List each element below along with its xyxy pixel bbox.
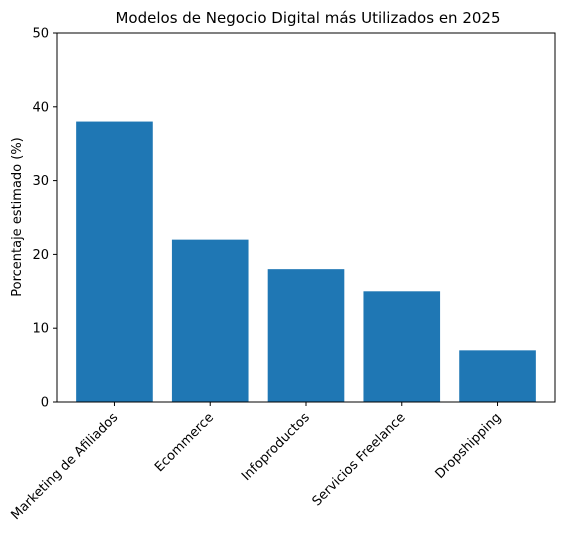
y-axis-ticks: 0 10 20 30 40 50: [32, 27, 57, 411]
x-tick-label-3: Servicios Freelance: [310, 410, 409, 509]
y-tick-label-4: 40: [32, 100, 49, 115]
x-axis-ticks: Marketing de Afiliados Ecommerce Infoprodu…: [8, 402, 504, 523]
y-tick-label-3: 30: [32, 174, 49, 189]
bar-1: [171, 239, 249, 402]
chart-title: Modelos de Negocio Digital más Utilizado…: [115, 9, 500, 27]
x-tick-label-0: Marketing de Afiliados: [8, 410, 121, 523]
y-tick-label-5: 50: [32, 27, 49, 42]
x-tick-label-1: Ecommerce: [152, 410, 217, 475]
y-tick-label-2: 20: [32, 248, 49, 263]
plot-frame: [56, 32, 556, 403]
x-tick-label-2: Infoproductos: [239, 410, 313, 484]
y-tick-label-0: 0: [41, 396, 49, 411]
x-tick-label-4: Dropshipping: [433, 410, 505, 482]
bar-0: [76, 121, 153, 402]
bar-3: [363, 291, 441, 402]
bar-2: [267, 269, 345, 402]
y-tick-label-1: 10: [32, 322, 49, 337]
y-axis-label: Porcentaje estimado (%): [10, 137, 25, 297]
bar-4: [459, 350, 536, 402]
bars-group: [76, 121, 536, 402]
